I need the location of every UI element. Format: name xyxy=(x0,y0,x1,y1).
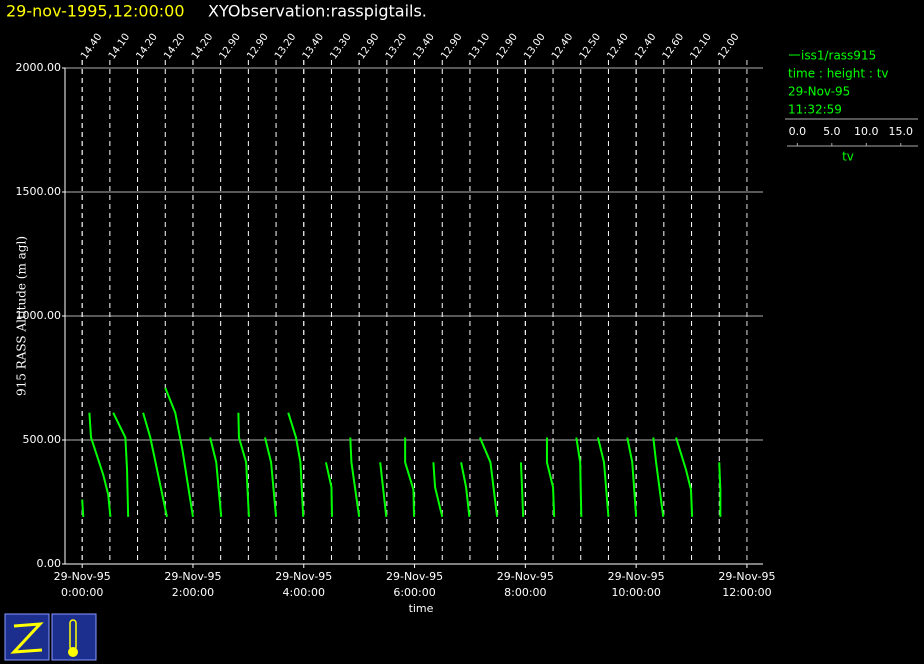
zoom-icon-glyph xyxy=(10,622,44,654)
profile-line xyxy=(349,437,361,518)
app-icons xyxy=(4,613,97,661)
profile-line xyxy=(718,462,722,517)
x-tick-label: 29-Nov-95 xyxy=(275,570,332,583)
profile-line xyxy=(545,437,556,517)
x-tick-label: 10:00:00 xyxy=(611,586,660,599)
x-tick-label: 12:00:00 xyxy=(722,586,771,599)
y-tick-label: 2000.00 xyxy=(16,61,62,74)
legend-scale-tick-label: 10.0 xyxy=(854,125,879,138)
x-tick-label: 29-Nov-95 xyxy=(718,570,775,583)
x-tick-label: 29-Nov-95 xyxy=(608,570,665,583)
x-tick-label: 29-Nov-95 xyxy=(164,570,221,583)
x-tick-label: 29-Nov-95 xyxy=(54,570,111,583)
x-axis-label: time xyxy=(409,602,434,615)
profile-line xyxy=(264,437,278,517)
profile-line xyxy=(287,412,305,517)
profile-line xyxy=(575,437,583,517)
x-tick-label: 4:00:00 xyxy=(283,586,325,599)
legend-scale-tick-label: 5.0 xyxy=(823,125,841,138)
x-tick-label: 8:00:00 xyxy=(504,586,546,599)
profile-line xyxy=(88,412,112,517)
profile-line xyxy=(112,412,130,517)
legend-scale-tick-label: 15.0 xyxy=(889,125,914,138)
profile-line xyxy=(209,437,223,517)
profile-line xyxy=(237,412,250,517)
y-tick-label: 1500.00 xyxy=(16,185,62,198)
y-tick-label: 0.00 xyxy=(37,557,62,570)
y-tick-label: 1000.00 xyxy=(16,309,62,322)
profile-line xyxy=(164,387,194,518)
x-tick-label: 2:00:00 xyxy=(172,586,214,599)
y-axis-label: 915 RASS Altitude (m agl) xyxy=(15,236,29,396)
x-tick-label: 0:00:00 xyxy=(61,586,103,599)
profile-line xyxy=(432,462,444,518)
profile-line xyxy=(404,437,415,517)
chart-title: 29-nov-1995,12:00:00 xyxy=(6,2,185,21)
x-tick-label: 29-Nov-95 xyxy=(386,570,443,583)
profile-line xyxy=(626,437,638,517)
legend-line: 11:32:59 xyxy=(788,103,842,117)
legend-label: iss1/rass915 xyxy=(801,49,876,63)
thermometer-bulb xyxy=(68,647,78,657)
legend-line: time : height : tv xyxy=(788,67,889,81)
legend-line: 29-Nov-95 xyxy=(788,85,850,99)
profile-line xyxy=(324,462,334,517)
profile-line xyxy=(519,462,525,517)
legend-scale-tick-label: 0.0 xyxy=(789,125,807,138)
profile-line xyxy=(460,462,471,517)
x-tick-label: 6:00:00 xyxy=(393,586,435,599)
chart-subtitle: XYObservation:rasspigtails. xyxy=(208,2,427,21)
profile-line xyxy=(379,462,388,517)
profile-line xyxy=(479,437,499,518)
profile-line xyxy=(81,499,85,517)
profile-line xyxy=(142,412,168,518)
profile-line xyxy=(596,437,610,517)
legend-scale-label: tv xyxy=(842,150,854,164)
y-tick-label: 500.00 xyxy=(23,433,62,446)
x-tick-label: 29-Nov-95 xyxy=(497,570,554,583)
profile-line xyxy=(675,437,694,517)
profile-line xyxy=(652,437,665,518)
